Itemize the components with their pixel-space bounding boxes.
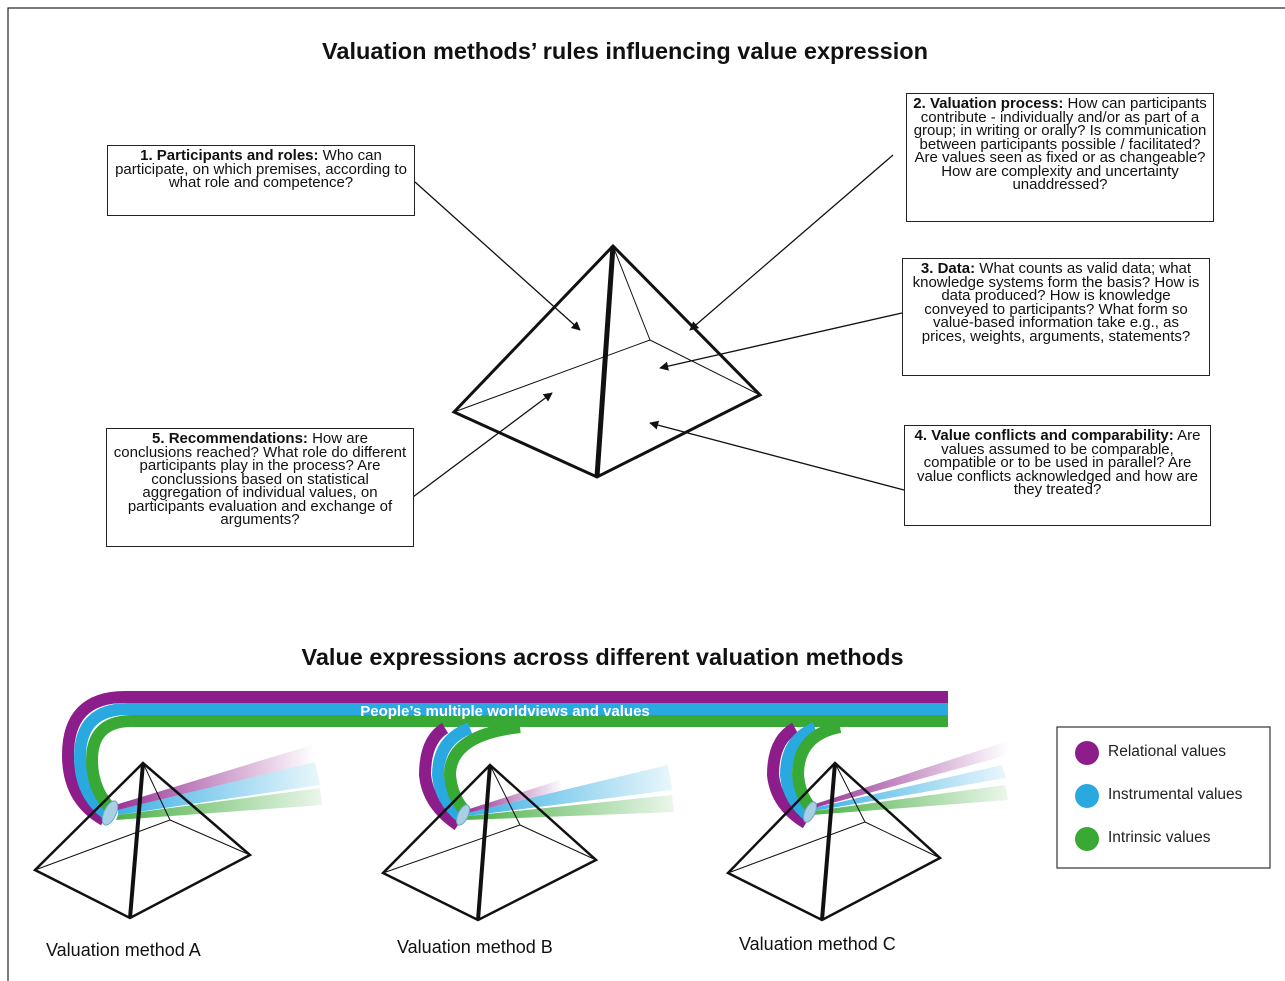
frame — [7, 7, 1285, 981]
method-label: Valuation method A — [46, 940, 201, 960]
main-pyramid — [451, 243, 763, 479]
title: Valuation methods’ rules influencing val… — [322, 38, 928, 64]
legend-label: Instrumental values — [1108, 786, 1243, 803]
method-label: Valuation method C — [739, 934, 896, 954]
legend-swatch — [1075, 741, 1099, 765]
box: 3. Data: What counts as valid data; what… — [902, 258, 1210, 376]
box-text: Are values assumed to be comparable, com… — [916, 427, 1201, 498]
method-label: Valuation method B — [397, 937, 553, 957]
box: 2. Valuation process: How can participan… — [906, 93, 1214, 222]
box-heading: 1. Participants and roles: — [140, 147, 319, 164]
box-heading: 3. Data: — [920, 260, 976, 277]
arrows — [412, 154, 905, 498]
box-heading: 4. Value conflicts and comparability: — [914, 427, 1174, 444]
box-text: How are conclusions reached? What role d… — [113, 430, 407, 528]
box-text: Who can participate, on which premises, … — [115, 147, 407, 191]
legend-swatch — [1075, 827, 1099, 851]
band-label: People’s multiple worldviews and values — [360, 703, 650, 720]
box: 4. Value conflicts and comparability: Ar… — [904, 425, 1211, 526]
box: 5. Recommendations: How are conclusions … — [106, 428, 414, 547]
box-heading: 5. Recommendations: — [152, 430, 308, 447]
box-text: What counts as valid data; what knowledg… — [912, 260, 1200, 345]
value-bands — [61, 691, 948, 830]
box: 1. Participants and roles: Who can parti… — [107, 145, 415, 216]
beams — [115, 742, 1008, 820]
legend-label: Intrinsic values — [1108, 829, 1211, 846]
subtitle: Value expressions across different valua… — [301, 644, 904, 670]
box-heading: 2. Valuation process: — [913, 95, 1064, 112]
small-pyramids — [32, 761, 943, 922]
legend-swatch — [1075, 784, 1099, 808]
lenses — [101, 800, 817, 826]
legend-label: Relational values — [1108, 743, 1227, 760]
box-text: How can participants contribute - indivi… — [913, 95, 1207, 193]
